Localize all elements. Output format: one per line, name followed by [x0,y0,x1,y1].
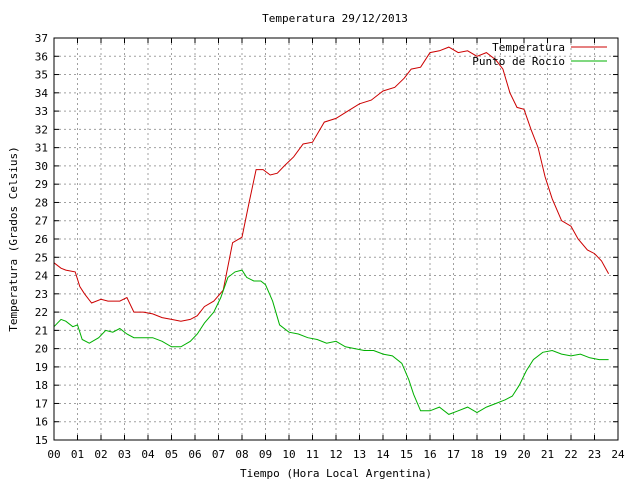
y-tick-label: 28 [35,196,48,209]
x-axis-label: Tiempo (Hora Local Argentina) [240,467,432,480]
y-tick-label: 17 [35,397,48,410]
y-tick-label: 25 [35,251,48,264]
x-tick-label: 15 [400,448,413,461]
x-tick-label: 20 [517,448,530,461]
x-tick-label: 04 [141,448,155,461]
x-tick-label: 21 [541,448,554,461]
y-tick-label: 35 [35,69,48,82]
series-line-temperatura [53,46,610,322]
x-tick-label: 18 [470,448,483,461]
x-tick-label: 12 [329,448,342,461]
y-tick-label: 20 [35,343,48,356]
y-tick-label: 18 [35,379,48,392]
y-tick-label: 24 [35,270,49,283]
x-tick-label: 10 [282,448,295,461]
y-tick-label: 31 [35,142,48,155]
x-tick-label: 19 [494,448,507,461]
y-tick-label: 16 [35,416,48,429]
x-tick-label: 05 [165,448,178,461]
series-line-punto-de-rocio [53,269,609,415]
x-tick-label: 00 [47,448,60,461]
y-tick-label: 33 [35,105,48,118]
y-tick-label: 34 [35,87,49,100]
y-tick-label: 37 [35,32,48,45]
x-tick-label: 03 [118,448,131,461]
x-tick-label: 08 [235,448,248,461]
x-tick-label: 14 [376,448,390,461]
y-axis-label: Temperatura (Grados Celsius) [7,146,20,331]
x-tick-label: 17 [447,448,460,461]
x-tick-label: 09 [259,448,272,461]
x-tick-label: 01 [71,448,84,461]
y-tick-label: 15 [35,434,48,447]
y-tick-label: 29 [35,178,48,191]
y-axis: 15 16 17 18 19 20 21 22 23 24 25 26 27 28 29 30 31 32 33 34… [35,32,618,447]
x-tick-label: 23 [588,448,601,461]
grid [54,38,618,440]
x-tick-label: 13 [353,448,366,461]
x-tick-label: 24 [611,448,625,461]
y-tick-label: 23 [35,288,48,301]
legend-label: Temperatura [492,41,565,54]
x-tick-label: 22 [564,448,577,461]
legend-label: Punto de Rocío [472,55,565,68]
x-tick-label: 07 [212,448,225,461]
chart-title: Temperatura 29/12/2013 [262,12,408,25]
y-tick-label: 26 [35,233,48,246]
y-tick-label: 27 [35,215,48,228]
y-tick-label: 22 [35,306,48,319]
x-tick-label: 11 [306,448,319,461]
y-tick-label: 19 [35,361,48,374]
plot-area [53,46,610,415]
x-axis: 00 01 02 03 04 05 06 07 08 09 10 11 12 13 14 15 16 17 18 19… [47,38,625,461]
y-tick-label: 36 [35,50,48,63]
y-tick-label: 32 [35,123,48,136]
x-tick-label: 02 [94,448,107,461]
y-tick-label: 30 [35,160,48,173]
x-tick-label: 16 [423,448,436,461]
x-tick-label: 06 [188,448,201,461]
y-tick-label: 21 [35,324,48,337]
